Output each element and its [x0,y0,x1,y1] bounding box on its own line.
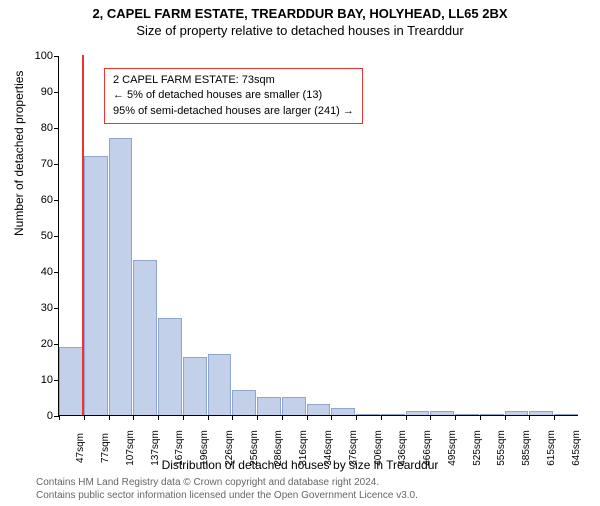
x-tick-mark [406,415,407,420]
x-tick-mark [480,415,481,420]
info-line-1: 2 CAPEL FARM ESTATE: 73sqm [113,73,354,88]
x-axis-label: Distribution of detached houses by size … [0,458,600,472]
chart-title: 2, CAPEL FARM ESTATE, TREARDDUR BAY, HOL… [0,6,600,21]
x-tick-mark [232,415,233,420]
bar [158,318,182,415]
bar [282,397,306,415]
bar [232,390,256,415]
x-tick-mark [282,415,283,420]
footer-text: Contains HM Land Registry data © Crown c… [0,476,600,502]
bar [307,404,331,415]
y-tick-mark [54,128,59,129]
y-tick-mark [54,92,59,93]
y-tick-label: 0 [23,410,53,422]
x-tick-mark [381,415,382,420]
y-tick-label: 100 [23,50,53,62]
bar [406,411,430,415]
x-tick-mark [554,415,555,420]
x-tick-mark [133,415,134,420]
y-tick-label: 10 [23,374,53,386]
bar [208,354,232,415]
info-line-2: ← 5% of detached houses are smaller (13) [113,88,354,103]
x-tick-mark [84,415,85,420]
bar [331,408,355,415]
x-tick-mark [505,415,506,420]
plot-area: 2 CAPEL FARM ESTATE: 73sqm ← 5% of detac… [58,56,578,416]
x-tick-mark [109,415,110,420]
x-tick-mark [257,415,258,420]
x-tick-mark [455,415,456,420]
x-tick-mark [59,415,60,420]
bar [430,411,454,415]
x-tick-mark [356,415,357,420]
chart-area: 2 CAPEL FARM ESTATE: 73sqm ← 5% of detac… [58,56,578,416]
y-tick-label: 20 [23,338,53,350]
y-tick-mark [54,200,59,201]
y-tick-label: 70 [23,158,53,170]
x-tick-mark [158,415,159,420]
y-tick-label: 40 [23,266,53,278]
x-tick-mark [331,415,332,420]
y-tick-label: 60 [23,194,53,206]
y-tick-label: 80 [23,122,53,134]
y-tick-mark [54,164,59,165]
bar [183,357,207,415]
marker-line [82,55,84,415]
bar [529,411,553,415]
bar [381,414,405,415]
bar [505,411,529,415]
bar [109,138,133,415]
y-tick-mark [54,56,59,57]
y-tick-mark [54,308,59,309]
x-tick-mark [529,415,530,420]
chart-subtitle: Size of property relative to detached ho… [0,23,600,38]
bar [455,414,479,415]
bar [554,414,578,415]
x-tick-mark [208,415,209,420]
y-tick-mark [54,272,59,273]
bar [84,156,108,415]
y-tick-mark [54,236,59,237]
y-tick-label: 30 [23,302,53,314]
y-tick-label: 50 [23,230,53,242]
info-box: 2 CAPEL FARM ESTATE: 73sqm ← 5% of detac… [104,68,363,124]
bar [480,414,504,415]
bar [257,397,281,415]
y-tick-mark [54,344,59,345]
x-tick-mark [307,415,308,420]
footer-line-1: Contains HM Land Registry data © Crown c… [36,476,600,489]
x-tick-mark [430,415,431,420]
footer-line-2: Contains public sector information licen… [36,489,600,502]
y-tick-label: 90 [23,86,53,98]
bar [59,347,83,415]
bar [356,414,380,415]
x-tick-mark [183,415,184,420]
info-line-3: 95% of semi-detached houses are larger (… [113,104,354,119]
bar [133,260,157,415]
